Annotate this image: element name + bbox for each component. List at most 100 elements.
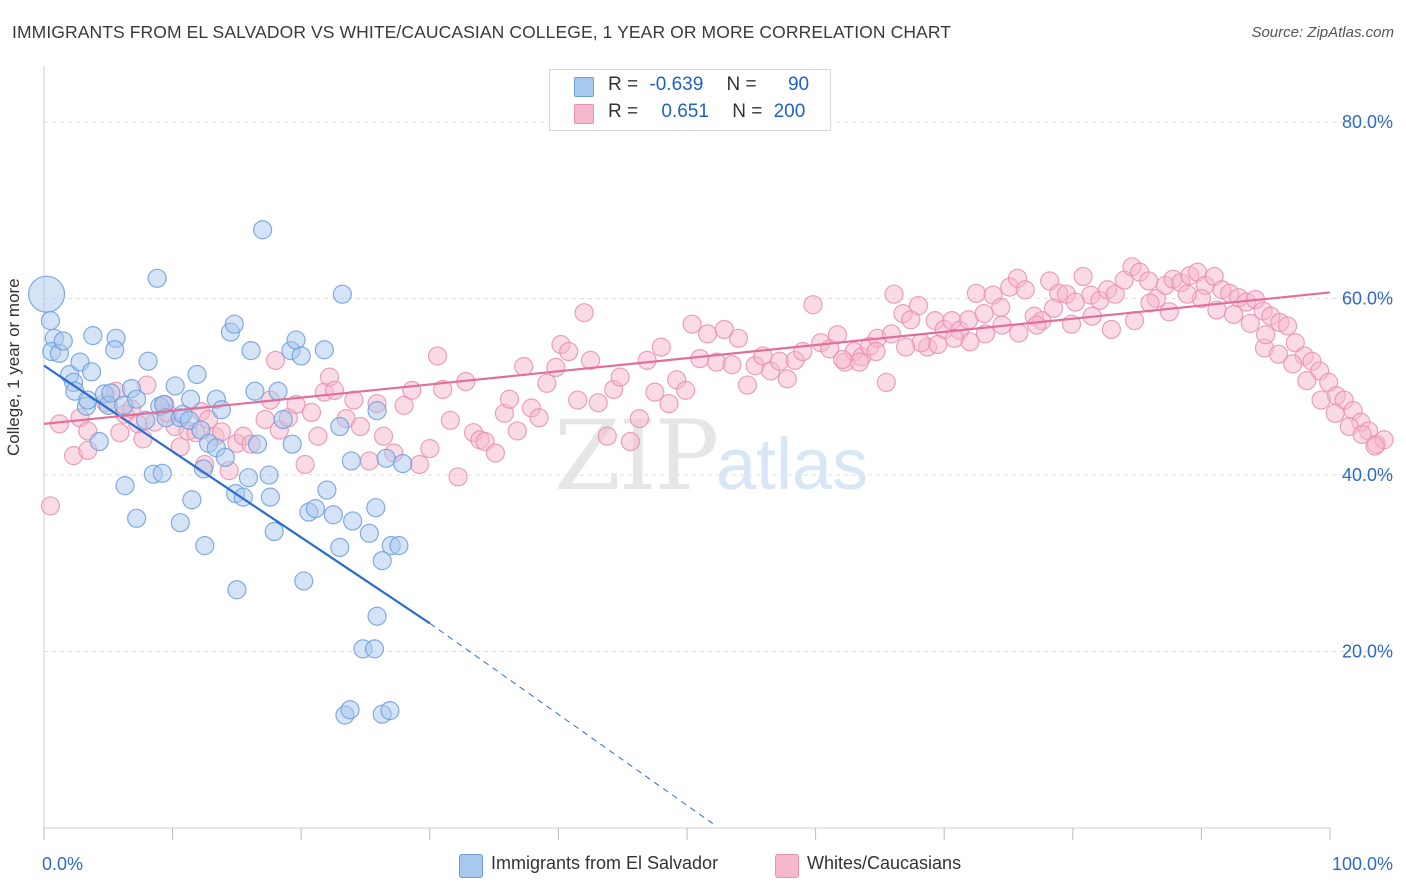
data-point-el-salvador [165,376,185,396]
chart-title: IMMIGRANTS FROM EL SALVADOR VS WHITE/CAU… [12,22,952,42]
data-point-el-salvador [259,465,279,485]
y-tick-label: 60.0% [1342,289,1393,309]
data-point-whites [394,395,414,415]
data-point-el-salvador [393,453,413,474]
data-point-whites [966,283,986,303]
data-point-whites [1177,284,1197,304]
x-tick-label: 0.0% [42,854,83,874]
data-point-whites [1105,284,1125,304]
data-point-whites [1240,313,1260,333]
data-point-whites [420,438,440,459]
data-point-el-salvador [305,498,325,519]
data-point-whites [1277,316,1298,336]
data-point-whites [485,443,505,463]
data-point-whites [301,402,322,423]
bottom-legend-label: Immigrants from El Salvador [491,853,719,873]
legend-r-label: R = [608,101,639,122]
data-point-el-salvador [359,523,379,543]
data-point-el-salvador [268,381,288,401]
data-point-el-salvador [330,416,350,437]
data-point-el-salvador [376,448,396,468]
y-tick-label: 80.0% [1342,112,1393,132]
data-point-el-salvador [364,639,385,659]
data-point-el-salvador [53,331,73,351]
data-point-el-salvador [367,401,387,421]
data-point-el-salvador [389,536,409,556]
data-point-whites [928,334,948,355]
data-point-el-salvador [247,434,268,454]
data-point-el-salvador [211,400,232,420]
data-point-el-salvador [195,536,215,556]
data-point-whites [110,423,130,443]
el-salvador-points [27,220,413,725]
data-point-whites [728,328,749,348]
data-point-whites [588,393,608,413]
data-point-whites [876,372,896,393]
data-point-whites [574,303,594,323]
data-point-el-salvador [264,521,284,542]
data-point-whites [1285,333,1305,353]
data-point-el-salvador [193,459,214,479]
data-point-el-salvador [152,463,172,483]
data-point-el-salvador [81,362,102,382]
data-point-whites [344,390,364,410]
data-point-el-salvador [105,340,125,360]
data-point-whites [1009,323,1029,343]
data-point-whites [974,303,994,324]
data-point-el-salvador [115,476,135,496]
legend-r-label: R = [608,74,639,95]
data-point-el-salvador [147,268,167,288]
data-point-whites [359,451,379,471]
data-point-whites [546,357,566,378]
data-point-el-salvador [83,326,103,346]
data-point-el-salvador [286,330,306,350]
data-point-whites [409,454,430,475]
data-point-whites [1101,319,1121,340]
data-point-el-salvador [330,537,350,558]
data-point-whites [373,426,394,446]
data-point-el-salvador [253,220,273,240]
data-point-whites [737,375,758,395]
data-point-whites [499,389,520,409]
legend-swatch-blue [574,77,594,97]
correlation-legend: R = -0.639 N = 90 R = 0.651 N = 200 [549,69,831,131]
data-point-el-salvador [341,451,361,471]
data-point-el-salvador [282,434,302,454]
data-point-el-salvador [126,389,147,409]
data-point-whites [676,380,696,400]
data-point-el-salvador [340,700,360,720]
data-point-el-salvador [245,381,265,401]
data-point-whites [637,350,657,370]
data-point-whites [777,369,797,389]
x-tick-label: 100.0% [1332,854,1393,874]
data-point-el-salvador [227,580,247,600]
data-point-whites [1027,315,1047,335]
data-point-el-salvador [314,340,334,360]
data-point-whites [427,346,448,366]
data-point-el-salvador [101,383,121,403]
data-point-whites [659,393,679,414]
data-point-el-salvador [238,468,259,488]
data-point-whites [1325,403,1345,423]
data-point-whites [610,367,630,387]
data-point-whites [1297,371,1317,391]
data-point-whites [597,426,617,446]
data-point-el-salvador [317,480,337,500]
data-point-whites [690,348,710,369]
bottom-legend-swatch-blue [459,854,483,878]
data-point-el-salvador [181,389,201,409]
data-point-el-salvador [380,701,400,721]
data-point-whites [350,416,370,437]
data-point-whites [1311,390,1331,410]
data-point-whites [1159,302,1179,322]
data-point-whites [803,295,823,315]
data-point-whites [440,410,460,430]
data-point-el-salvador [135,410,156,430]
data-point-el-salvador [126,508,147,528]
data-point-el-salvador [343,511,363,531]
y-axis-label: College, 1 year or more [4,278,23,456]
legend-n-label: N = [726,74,757,95]
data-point-whites [325,380,345,400]
data-point-whites [881,324,902,344]
data-point-whites [433,379,453,400]
